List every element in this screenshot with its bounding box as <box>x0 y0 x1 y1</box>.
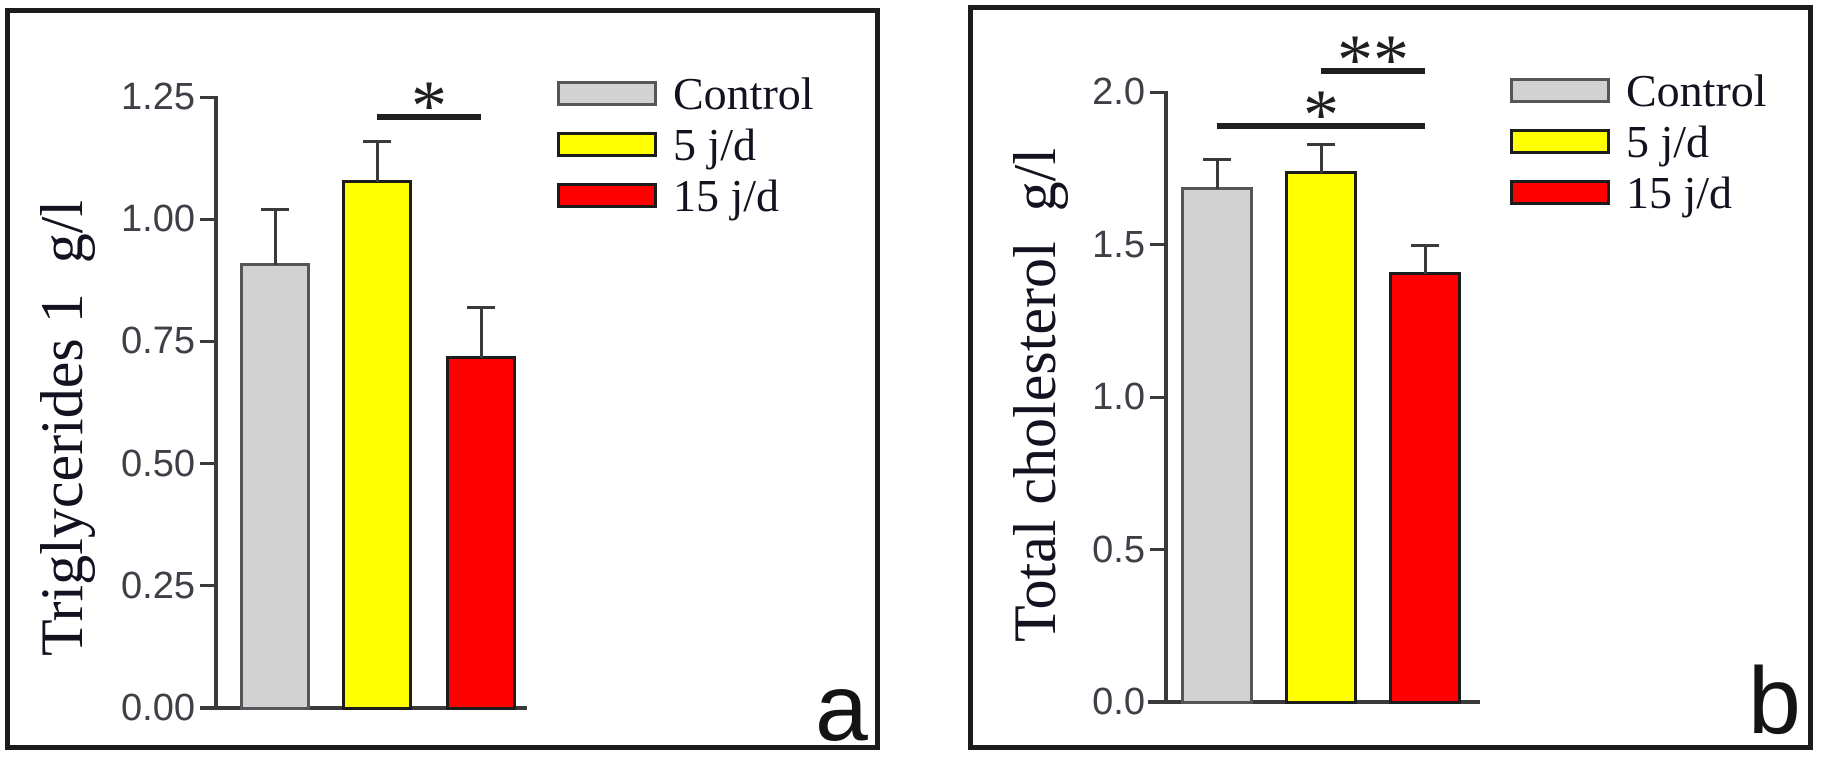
panel-letter-b: b <box>1748 648 1801 754</box>
y-tick-label: 1.25 <box>121 76 195 118</box>
significance-label: * <box>411 65 447 146</box>
legend-label-5jd: 5 j/d <box>1626 115 1710 167</box>
bar-5-j-d <box>1285 171 1357 704</box>
panel-letter-a: a <box>815 655 868 761</box>
legend-swatch-control <box>557 81 657 106</box>
error-bar-cap <box>1411 243 1439 247</box>
y-tick <box>200 217 214 221</box>
error-bar-stem <box>273 209 277 266</box>
error-bar-stem <box>1423 244 1427 274</box>
legend-label-control: Control <box>673 67 814 119</box>
y-tick-label: 0.75 <box>121 320 195 363</box>
error-bar-cap <box>1203 158 1231 162</box>
legend-item-5jd: 5 j/d <box>557 119 814 170</box>
significance-label: ** <box>1337 19 1409 100</box>
error-bar-cap <box>1307 142 1335 146</box>
error-bar-stem <box>375 140 379 183</box>
chart-panel-a: 0.00 0.25 0.50 0.75 1.00 1.25 * Triglycerides … <box>5 8 880 756</box>
error-bar-stem <box>1319 143 1323 174</box>
y-axis-label: Triglycerides 1 g/l <box>29 199 95 657</box>
y-tick-label: 0.5 <box>1092 528 1145 571</box>
plot-area-a: 0.00 0.25 0.50 0.75 1.00 1.25 * <box>5 8 880 750</box>
legend-swatch-control <box>1510 78 1610 103</box>
y-tick <box>1150 243 1164 246</box>
y-tick <box>200 339 214 343</box>
legend-label-15jd: 15 j/d <box>1626 166 1733 218</box>
y-tick-label: 2.0 <box>1092 71 1145 113</box>
bar-15-j-d <box>1389 271 1461 704</box>
legend-label-control: Control <box>1626 64 1767 116</box>
legend-swatch-5jd <box>557 132 657 157</box>
bar-control <box>240 263 310 710</box>
y-tick <box>200 584 214 588</box>
legend: Control 5 j/d 15 j/d <box>557 68 814 221</box>
y-tick-label: 1.5 <box>1092 223 1145 266</box>
y-axis <box>1164 91 1168 704</box>
bar-control <box>1181 186 1253 704</box>
legend-swatch-15jd <box>1510 180 1610 205</box>
y-tick-label: 0.25 <box>121 564 195 607</box>
bar-15-j-d <box>446 356 516 710</box>
significance-line <box>377 113 481 120</box>
y-axis-label: Total cholesterol g/l <box>1002 147 1068 643</box>
legend-label-15jd: 15 j/d <box>673 169 780 221</box>
error-bar-cap <box>261 208 289 212</box>
legend-item-15jd: 15 j/d <box>557 170 814 221</box>
legend: Control 5 j/d 15 j/d <box>1510 65 1767 218</box>
legend-item-15jd: 15 j/d <box>1510 167 1767 218</box>
error-bar-cap <box>363 139 391 143</box>
y-tick-label: 1.0 <box>1092 376 1145 418</box>
legend-item-control: Control <box>557 68 814 119</box>
y-tick-label: 0.00 <box>121 687 195 729</box>
y-tick <box>200 462 214 466</box>
y-axis <box>214 96 218 710</box>
legend-swatch-5jd <box>1510 129 1610 154</box>
y-tick-label: 0.50 <box>121 442 195 485</box>
y-tick <box>1150 548 1164 551</box>
significance-label: * <box>1303 74 1339 155</box>
legend-label-5jd: 5 j/d <box>673 118 757 170</box>
bar-5-j-d <box>342 180 412 710</box>
error-bar-stem <box>1215 159 1219 189</box>
y-tick-label: 1.00 <box>121 198 195 241</box>
y-tick-label: 0.0 <box>1092 681 1145 723</box>
plot-area-b: 0.0 0.5 1.0 1.5 2.0 * ** <box>968 5 1813 750</box>
y-tick <box>1150 90 1164 94</box>
error-bar-stem <box>479 307 483 359</box>
y-tick <box>1150 395 1164 399</box>
significance-line <box>1321 67 1425 74</box>
legend-swatch-15jd <box>557 183 657 208</box>
error-bar-cap <box>467 306 495 310</box>
legend-item-5jd: 5 j/d <box>1510 116 1767 167</box>
y-tick <box>200 95 214 99</box>
significance-line <box>1217 122 1425 129</box>
legend-item-control: Control <box>1510 65 1767 116</box>
chart-panel-b: 0.0 0.5 1.0 1.5 2.0 * ** Total cholesterol g/l… <box>968 5 1813 750</box>
